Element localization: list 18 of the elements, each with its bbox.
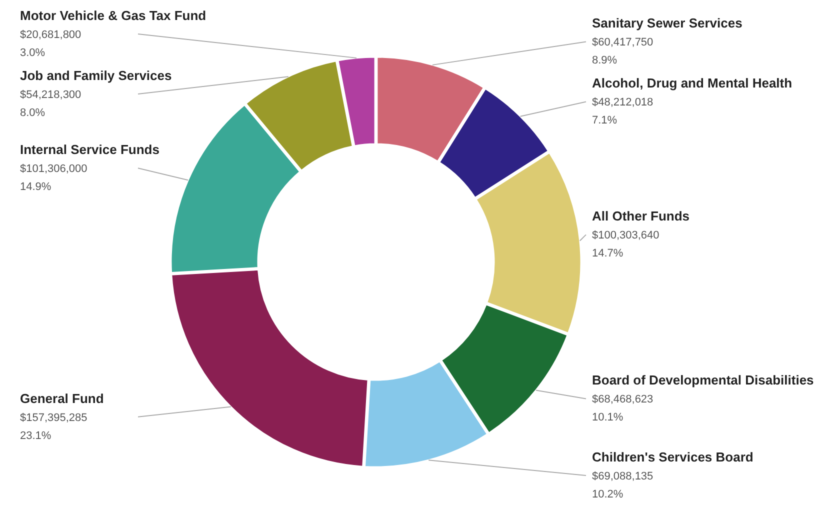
data-label: $157,395,285 23.1% [20,412,88,442]
data-label: $48,212,018 7.1% [592,96,654,127]
data-label: $54,218,300 8.0% [20,89,82,120]
slice-label: Job and Family Services [20,68,172,84]
data-label: $100,303,640 14.7% [592,230,660,260]
data-label: $69,088,135 10.2% [592,470,654,500]
slice-label: Motor Vehicle & Gas Tax Fund [20,8,206,24]
slice-label: Internal Service Funds [20,142,160,158]
slice-label: Alcohol, Drug and Mental Health [592,76,792,91]
data-label: $101,306,000 14.9% [20,163,88,194]
data-label: $60,417,750 8.9% [592,36,654,67]
slice-label: Board of Developmental Disabilities [592,372,814,388]
data-label: $20,681,800 3.0% [20,29,82,60]
data-label: $68,468,623 10.1% [592,394,654,424]
slice-label: Sanitary Sewer Services [592,16,742,31]
slice-label: Children's Services Board [592,449,754,464]
slice-label: General Fund [20,390,104,406]
slice-label: All Other Funds [592,208,690,224]
